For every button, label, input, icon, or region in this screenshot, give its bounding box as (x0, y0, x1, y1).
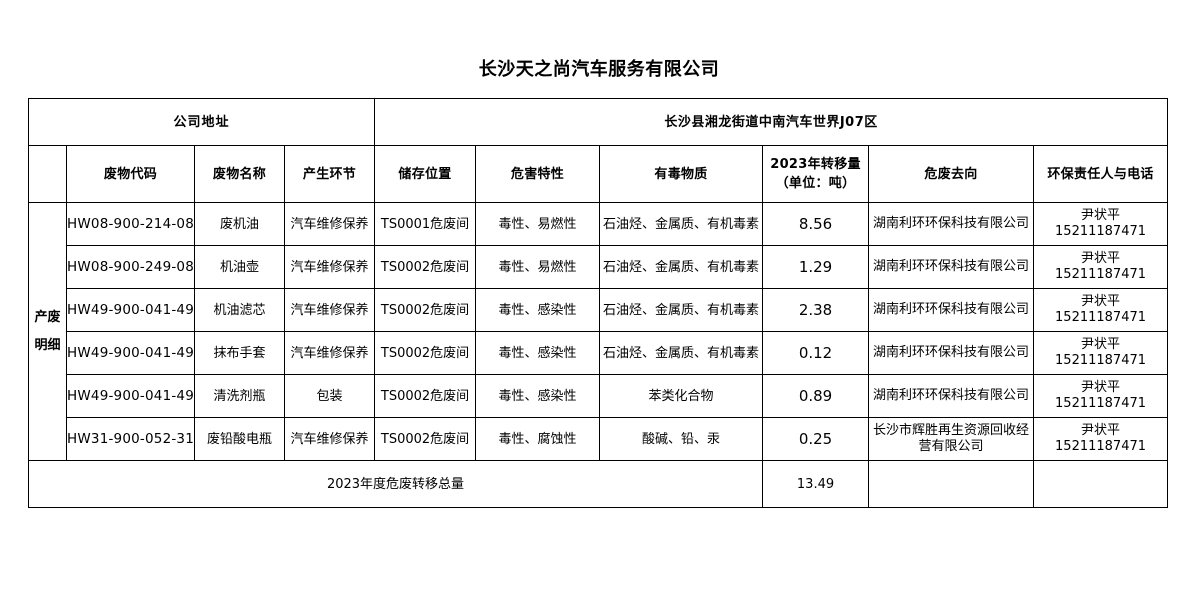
cell-transfer-amount: 1.29 (762, 245, 870, 289)
header-storage-location: 储存位置 (374, 145, 477, 203)
cell-waste-name: 机油壶 (194, 245, 285, 289)
total-blank-destination (868, 460, 1035, 508)
cell-destination: 长沙市辉胜再生资源回收经营有限公司 (868, 417, 1035, 461)
section-vertical-label-text: 产废明细 (34, 309, 61, 353)
total-row: 2023年度危废转移总量 13.49 (27, 460, 1169, 508)
cell-hazard-property: 毒性、感染性 (475, 331, 601, 375)
cell-destination: 湖南利环环保科技有限公司 (868, 331, 1035, 375)
cell-storage-location: TS0002危废间 (374, 417, 477, 461)
cell-generation-stage: 包装 (283, 374, 376, 418)
cell-waste-code: HW08-900-214-08 (66, 202, 195, 246)
cell-waste-name: 抹布手套 (194, 331, 285, 375)
cell-transfer-amount: 0.12 (762, 331, 870, 375)
header-waste-name: 废物名称 (194, 145, 285, 203)
cell-generation-stage: 汽车维修保养 (283, 288, 376, 332)
cell-destination: 湖南利环环保科技有限公司 (868, 245, 1035, 289)
cell-storage-location: TS0002危废间 (374, 331, 477, 375)
cell-transfer-amount: 0.89 (762, 374, 870, 418)
cell-toxic-substance: 石油烃、金属质、有机毒素 (599, 202, 764, 246)
cell-responsible-person: 尹状平 15211187471 (1033, 374, 1169, 418)
cell-toxic-substance: 石油烃、金属质、有机毒素 (599, 245, 764, 289)
total-value: 13.49 (762, 460, 870, 508)
hazardous-waste-table-wrap: 公司地址 长沙县湘龙街道中南汽车世界J07区 废物代码 废物名称 产生环节 储存… (27, 98, 1169, 508)
table-header-row: 废物代码 废物名称 产生环节 储存位置 危害特性 有毒物质 2023年转移量 （… (28, 145, 1169, 203)
contact-name: 尹状平 (1081, 208, 1121, 223)
cell-waste-code: HW49-900-041-49 (66, 374, 195, 418)
address-row: 公司地址 长沙县湘龙街道中南汽车世界J07区 (27, 98, 1169, 146)
table-row: HW31-900-052-31 废铅酸电瓶 汽车维修保养 TS0002危废间 毒… (29, 417, 1169, 461)
cell-toxic-substance: 石油烃、金属质、有机毒素 (599, 331, 764, 375)
cell-waste-name: 清洗剂瓶 (194, 374, 285, 418)
table-row: HW08-900-249-08 机油壶 汽车维修保养 TS0002危废间 毒性、… (29, 245, 1169, 289)
cell-toxic-substance: 苯类化合物 (599, 374, 764, 418)
header-generation-stage: 产生环节 (283, 145, 376, 203)
cell-storage-location: TS0002危废间 (374, 245, 477, 289)
cell-toxic-substance: 石油烃、金属质、有机毒素 (599, 288, 764, 332)
contact-phone: 15211187471 (1055, 267, 1147, 282)
header-corner-blank (28, 145, 67, 203)
cell-hazard-property: 毒性、易燃性 (475, 245, 601, 289)
cell-transfer-amount: 8.56 (762, 202, 870, 246)
cell-storage-location: TS0001危废间 (374, 202, 477, 246)
header-transfer-amount: 2023年转移量 （单位：吨） (762, 145, 870, 203)
cell-generation-stage: 汽车维修保养 (283, 245, 376, 289)
cell-hazard-property: 毒性、腐蚀性 (475, 417, 601, 461)
cell-storage-location: TS0002危废间 (374, 288, 477, 332)
cell-destination: 湖南利环环保科技有限公司 (868, 288, 1035, 332)
page-title: 长沙天之尚汽车服务有限公司 (478, 59, 720, 80)
header-toxic-substance: 有毒物质 (599, 145, 764, 203)
cell-transfer-amount: 0.25 (762, 417, 870, 461)
contact-name: 尹状平 (1081, 294, 1121, 309)
cell-destination: 湖南利环环保科技有限公司 (868, 374, 1035, 418)
contact-phone: 15211187471 (1055, 224, 1147, 239)
contact-name: 尹状平 (1081, 337, 1121, 352)
contact-phone: 15211187471 (1055, 310, 1147, 325)
header-destination: 危废去向 (868, 145, 1035, 203)
cell-waste-code: HW49-900-041-49 (66, 288, 195, 332)
cell-responsible-person: 尹状平 15211187471 (1033, 288, 1169, 332)
contact-name: 尹状平 (1081, 423, 1121, 438)
cell-generation-stage: 汽车维修保养 (283, 331, 376, 375)
table-row: 产废明细 HW08-900-214-08 废机油 汽车维修保养 TS0001危废… (28, 202, 1169, 461)
cell-responsible-person: 尹状平 15211187471 (1033, 417, 1169, 461)
cell-hazard-property: 毒性、易燃性 (475, 202, 601, 246)
address-value: 长沙县湘龙街道中南汽车世界J07区 (374, 98, 1169, 146)
cell-waste-name: 废机油 (194, 202, 285, 246)
total-label: 2023年度危废转移总量 (27, 460, 764, 508)
cell-generation-stage: 汽车维修保养 (283, 417, 376, 461)
contact-name: 尹状平 (1081, 251, 1121, 266)
cell-storage-location: TS0002危废间 (374, 374, 477, 418)
cell-waste-code: HW49-900-041-49 (66, 331, 195, 375)
cell-responsible-person: 尹状平 15211187471 (1033, 202, 1169, 246)
section-vertical-label: 产废明细 (28, 202, 67, 461)
cell-responsible-person: 尹状平 15211187471 (1033, 245, 1169, 289)
cell-transfer-amount: 2.38 (762, 288, 870, 332)
cell-waste-code: HW31-900-052-31 (66, 417, 195, 461)
contact-phone: 15211187471 (1055, 353, 1147, 368)
cell-generation-stage: 汽车维修保养 (283, 202, 376, 246)
cell-destination: 湖南利环环保科技有限公司 (868, 202, 1035, 246)
address-label: 公司地址 (27, 98, 376, 146)
header-transfer-amount-line2: （单位：吨） (775, 176, 856, 191)
header-hazard-property: 危害特性 (475, 145, 601, 203)
cell-hazard-property: 毒性、感染性 (475, 288, 601, 332)
table-row: HW49-900-041-49 机油滤芯 汽车维修保养 TS0002危废间 毒性… (29, 288, 1169, 332)
header-responsible-person: 环保责任人与电话 (1033, 145, 1169, 203)
cell-waste-code: HW08-900-249-08 (66, 245, 195, 289)
hazardous-waste-table: 公司地址 长沙县湘龙街道中南汽车世界J07区 废物代码 废物名称 产生环节 储存… (27, 98, 1169, 508)
contact-name: 尹状平 (1081, 380, 1121, 395)
total-blank-responsible (1033, 460, 1169, 508)
header-transfer-amount-line1: 2023年转移量 (770, 157, 861, 172)
cell-responsible-person: 尹状平 15211187471 (1033, 331, 1169, 375)
cell-toxic-substance: 酸碱、铅、汞 (599, 417, 764, 461)
cell-waste-name: 废铅酸电瓶 (194, 417, 285, 461)
header-waste-code: 废物代码 (66, 145, 195, 203)
cell-hazard-property: 毒性、感染性 (475, 374, 601, 418)
contact-phone: 15211187471 (1055, 439, 1147, 454)
cell-waste-name: 机油滤芯 (194, 288, 285, 332)
contact-phone: 15211187471 (1055, 396, 1147, 411)
table-row: HW49-900-041-49 抹布手套 汽车维修保养 TS0002危废间 毒性… (29, 331, 1169, 375)
table-row: HW49-900-041-49 清洗剂瓶 包装 TS0002危废间 毒性、感染性… (29, 374, 1169, 418)
